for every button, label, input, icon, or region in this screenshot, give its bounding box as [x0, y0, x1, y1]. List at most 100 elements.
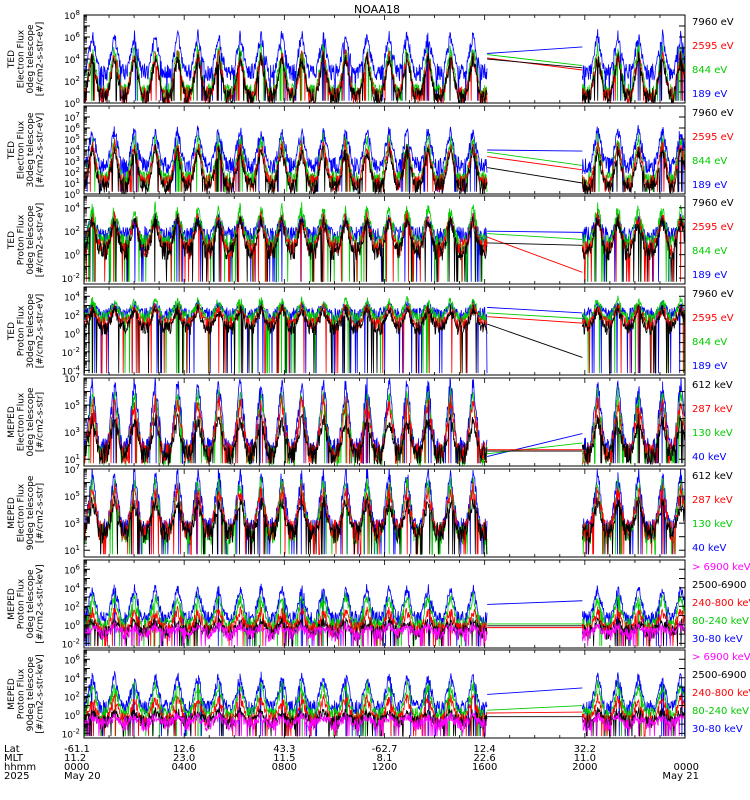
series--6900-kev-trace	[84, 710, 685, 737]
footer-value: 11.5	[273, 753, 295, 764]
legend-entry: 844 eV	[692, 246, 727, 257]
legend-entry: 7960 eV	[692, 17, 734, 28]
legend-entry: 2500-6900	[692, 670, 747, 681]
legend-entry: 189 eV	[692, 89, 727, 100]
series-gap-line	[487, 54, 583, 67]
panel-2-plot	[84, 124, 685, 194]
y-tick-label: 100	[64, 709, 80, 722]
footer-row-label: 2025	[4, 771, 29, 782]
legend-entry: > 6900 keV	[692, 562, 750, 573]
y-tick-label: 104	[64, 53, 80, 66]
legend-entry: > 6900 keV	[692, 652, 750, 663]
footer-row-label: Lat	[4, 744, 20, 755]
footer-value: 2000	[572, 762, 597, 773]
y-tick-label: 108	[64, 9, 80, 22]
series-gap-line	[487, 233, 583, 240]
legend-entry: 844 eV	[692, 65, 727, 76]
legend-entry: 2500-6900	[692, 580, 747, 591]
legend-entry: 240-800 keV	[692, 688, 750, 699]
y-tick-label: 105	[64, 133, 80, 146]
y-tick-label: 10-2	[62, 637, 80, 650]
legend-entry: 40 keV	[692, 452, 726, 463]
y-tick-label: 104	[64, 582, 80, 595]
series-7960-ev-trace	[84, 303, 685, 374]
series-612-kev-trace	[84, 412, 685, 466]
y-tick-label: 100	[64, 327, 80, 340]
y-tick-label: 100	[64, 97, 80, 110]
legend-entry: 80-240 keV	[692, 616, 749, 627]
footer-value: May 20	[64, 771, 101, 782]
footer-value: 8.1	[377, 753, 393, 764]
legend-entry: 612 keV	[692, 471, 733, 482]
y-tick-label: 102	[64, 225, 80, 238]
footer-value: 23.0	[173, 753, 195, 764]
y-axis-label: MEPEDElectron Flux90deg telescope[#/cm2-…	[7, 475, 46, 550]
series-gap-line	[487, 57, 583, 71]
footer-value: -62.7	[372, 744, 398, 755]
y-tick-label: 104	[64, 202, 80, 215]
footer-value: 11.0	[574, 753, 596, 764]
panel-6: 101 103 105 107 MEPEDElectron Flux90deg tele…	[7, 463, 733, 558]
footer-value: 22.6	[474, 753, 496, 764]
y-tick-label: 100	[64, 188, 80, 201]
y-tick-label: 103	[64, 426, 80, 439]
footer-value: May 21	[662, 771, 699, 782]
legend-entry: 7960 eV	[692, 198, 734, 209]
series-gap-line	[487, 236, 583, 273]
footer-value: 1200	[372, 762, 397, 773]
legend-entry: 40 keV	[692, 543, 726, 554]
y-axis-label: TEDProton Flux30deg telescope[#/cm2-s-st…	[7, 293, 46, 368]
footer-value: 0000	[64, 762, 89, 773]
footer-value: 0800	[272, 762, 297, 773]
footer-value: 12.4	[474, 744, 496, 755]
y-tick-label: 106	[64, 563, 80, 576]
y-tick-label: 102	[64, 75, 80, 88]
footer-value: 1600	[472, 762, 497, 773]
y-tick-label: 102	[64, 166, 80, 179]
panel-4: 10-4 10-2 100 102 104 TEDProton Flux30deg tel…	[7, 286, 734, 377]
legend-entry: 7960 eV	[692, 289, 734, 300]
y-tick-label: 104	[64, 290, 80, 303]
footer-value: 12.6	[173, 744, 195, 755]
series-7960-ev-trace	[84, 51, 685, 103]
panel-3-plot	[84, 201, 685, 283]
y-tick-label: 100	[64, 249, 80, 262]
legend-entry: 287 keV	[692, 404, 733, 415]
legend-entry: 189 eV	[692, 180, 727, 191]
series-gap-line	[487, 323, 583, 358]
y-tick-label: 102	[64, 309, 80, 322]
series-gap-line	[487, 705, 583, 711]
series-gap-line	[487, 687, 583, 695]
y-tick-label: 107	[64, 111, 80, 124]
panel-4-plot	[84, 295, 685, 374]
y-tick-label: 10-2	[62, 272, 80, 285]
y-tick-label: 100	[64, 619, 80, 632]
legend-entry: 189 eV	[692, 361, 727, 372]
legend-entry: 612 keV	[692, 380, 733, 391]
footer-value: 0400	[171, 762, 196, 773]
series-gap-line	[487, 230, 583, 233]
series-gap-line	[487, 167, 583, 184]
legend-entry: 80-240 keV	[692, 706, 749, 717]
legend-entry: 30-80 keV	[692, 634, 743, 645]
legend-entry: 287 keV	[692, 495, 733, 506]
footer-row-label: hhmm	[4, 762, 36, 773]
footer-value: 43.3	[273, 744, 295, 755]
series-gap-line	[487, 600, 583, 605]
y-axis-label: MEPEDProton Flux0deg telescope[#/cm2-s-s…	[7, 564, 46, 643]
y-axis-label: TEDElectron Flux30deg telescope[#/cm2-s-…	[7, 112, 46, 187]
legend-entry: 844 eV	[692, 337, 727, 348]
footer-value: -61.1	[64, 744, 90, 755]
series-gap-line	[487, 433, 583, 457]
series-gap-line	[487, 442, 583, 455]
legend-entry: 189 eV	[692, 270, 727, 281]
y-tick-label: 105	[64, 490, 80, 503]
series-gap-line	[487, 149, 583, 152]
y-tick-label: 106	[64, 122, 80, 135]
series-gap-line	[487, 46, 583, 54]
y-tick-label: 104	[64, 672, 80, 685]
footer-value: 32.2	[574, 744, 596, 755]
series-gap-line	[487, 316, 583, 324]
y-tick-label: 101	[64, 544, 80, 557]
